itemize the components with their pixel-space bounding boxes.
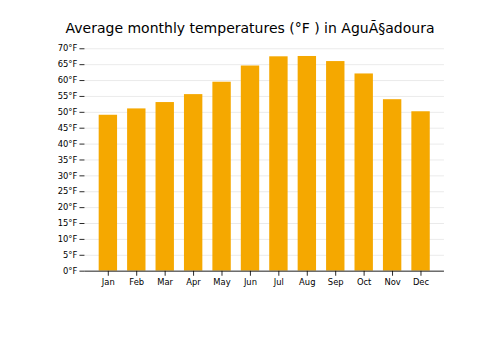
svg-text:15°F: 15°F bbox=[58, 218, 78, 228]
svg-text:Apr: Apr bbox=[186, 277, 201, 287]
svg-text:0°F: 0°F bbox=[63, 266, 77, 276]
svg-text:65°F: 65°F bbox=[58, 59, 78, 69]
svg-text:Jan: Jan bbox=[101, 277, 115, 287]
svg-text:60°F: 60°F bbox=[58, 75, 78, 85]
svg-text:35°F: 35°F bbox=[58, 155, 78, 165]
svg-text:Aug: Aug bbox=[299, 277, 315, 287]
svg-text:55°F: 55°F bbox=[58, 91, 78, 101]
svg-text:Jul: Jul bbox=[273, 277, 284, 287]
svg-text:70°F: 70°F bbox=[58, 43, 78, 53]
svg-text:May: May bbox=[213, 277, 230, 287]
svg-text:Mar: Mar bbox=[157, 277, 173, 287]
svg-text:40°F: 40°F bbox=[58, 139, 78, 149]
svg-text:Jun: Jun bbox=[243, 277, 257, 287]
svg-text:Nov: Nov bbox=[384, 277, 400, 287]
svg-text:Dec: Dec bbox=[413, 277, 430, 287]
svg-text:Oct: Oct bbox=[357, 277, 372, 287]
html-text:Average monthly temperatures (: Average monthly temperatures (°F ) in Ag… bbox=[65, 20, 435, 36]
svg-text:Sep: Sep bbox=[328, 277, 344, 287]
svg-text:30°F: 30°F bbox=[58, 171, 78, 181]
svg-text:25°F: 25°F bbox=[58, 186, 78, 196]
svg-text:50°F: 50°F bbox=[58, 107, 78, 117]
svg-text:10°F: 10°F bbox=[58, 234, 78, 244]
svg-text:5°F: 5°F bbox=[63, 250, 77, 260]
svg-text:20°F: 20°F bbox=[58, 202, 78, 212]
svg-text:45°F: 45°F bbox=[58, 123, 78, 133]
svg-text:Feb: Feb bbox=[129, 277, 144, 287]
